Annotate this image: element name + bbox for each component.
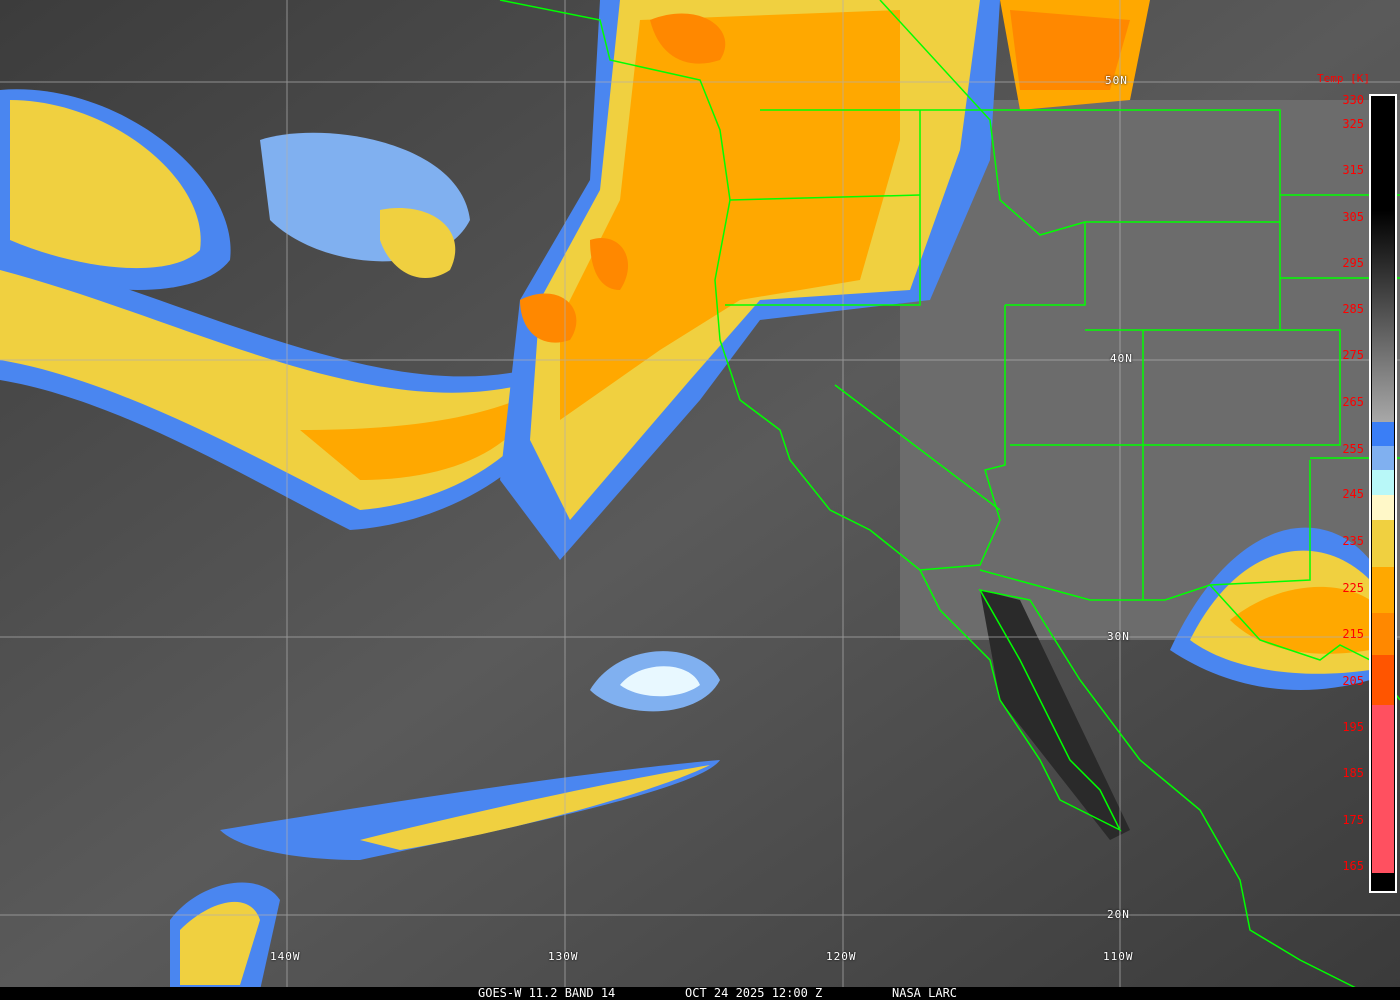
- lat-label: 20N: [1107, 908, 1130, 921]
- colorbar-title: Temp [K]: [1317, 72, 1370, 85]
- colorbar-tick-label: 225: [1342, 581, 1364, 595]
- colorbar-tick-label: 185: [1342, 766, 1364, 780]
- colorbar-tick-label: 275: [1342, 348, 1364, 362]
- colorbar-tick-label: 175: [1342, 813, 1364, 827]
- caption-source: NASA LARC: [892, 986, 958, 1000]
- political-borders: [499, 0, 1400, 991]
- colorbar-tick-label: 295: [1342, 256, 1364, 270]
- lat-label: 30N: [1107, 630, 1130, 643]
- colorbar-tick-label: 325: [1342, 117, 1364, 131]
- caption-bar: GOES-W 11.2 BAND 14 OCT 24 2025 12:00 Z NA…: [0, 987, 1400, 1000]
- lat-label: 50N: [1105, 74, 1128, 87]
- gulf-of-california: [980, 590, 1130, 840]
- colorbar-tick-label: 165: [1342, 859, 1364, 873]
- caption-satellite: GOES-W 11.2 BAND 14: [478, 986, 616, 1000]
- cloud-southwest: [170, 527, 1370, 990]
- colorbar-tick-label: 195: [1342, 720, 1364, 734]
- colorbar-tick-label: 305: [1342, 210, 1364, 224]
- colorbar-tick-label: 245: [1342, 487, 1364, 501]
- colorbar-tick-label: 205: [1342, 674, 1364, 688]
- lon-label: 130W: [548, 950, 579, 963]
- lat-label: 40N: [1110, 352, 1133, 365]
- lon-label: 120W: [826, 950, 857, 963]
- colorbar-tick-label: 215: [1342, 627, 1364, 641]
- cloud-band-northwest: [0, 89, 569, 530]
- colorbar-tick-label: 265: [1342, 395, 1364, 409]
- lon-label: 110W: [1103, 950, 1134, 963]
- colorbar-tick-label: 315: [1342, 163, 1364, 177]
- colorbar-tick-label: 255: [1342, 442, 1364, 456]
- colorbar-tick-label: 285: [1342, 302, 1364, 316]
- colorbar-tick-label: 235: [1342, 534, 1364, 548]
- lon-label: 140W: [270, 950, 301, 963]
- temperature-colorbar: [1369, 94, 1397, 893]
- colorbar-tick-label: 330: [1342, 93, 1364, 107]
- caption-datetime: OCT 24 2025 12:00 Z: [685, 986, 823, 1000]
